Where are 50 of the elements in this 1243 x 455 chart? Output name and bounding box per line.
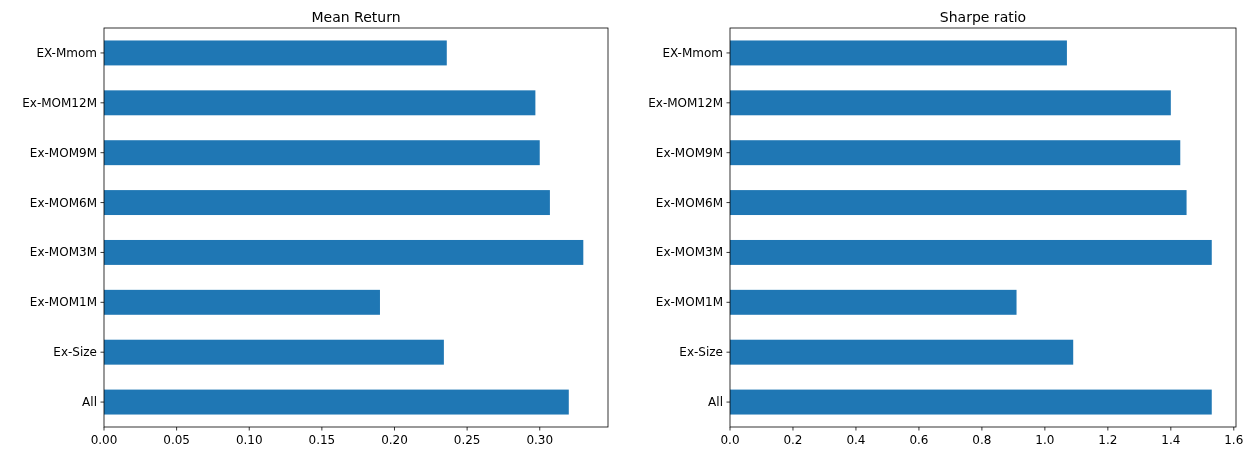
bar (104, 339, 444, 365)
bar (104, 40, 447, 66)
y-tick-label: Ex-MOM12M (648, 95, 723, 110)
x-tick-label: 0.6 (909, 433, 929, 447)
x-tick-label: 1.6 (1224, 433, 1243, 447)
y-tick-label: Ex-Size (679, 345, 723, 360)
y-tick-label: Ex-MOM12M (22, 95, 97, 110)
chart-title: Mean Return (311, 9, 401, 25)
bar (104, 90, 536, 116)
bar (104, 190, 550, 216)
bar (730, 140, 1181, 166)
bar (104, 289, 380, 315)
x-tick-label: 0.4 (846, 433, 866, 447)
x-tick-label: 0.8 (972, 433, 992, 447)
x-tick-label: 0.10 (235, 433, 263, 447)
x-tick-label: 0.15 (308, 433, 336, 447)
y-tick-label: Ex-MOM1M (655, 295, 723, 310)
x-tick-label: 0.20 (381, 433, 408, 447)
x-tick-label: 0.00 (90, 433, 118, 447)
chart-title: Sharpe ratio (939, 9, 1027, 25)
x-tick-label: 0.0 (720, 433, 740, 447)
x-tick-label: 1.4 (1161, 433, 1181, 447)
x-tick-label: 0.25 (453, 433, 481, 447)
y-tick-label: Ex-MOM6M (29, 195, 97, 210)
bar (730, 239, 1212, 265)
bar (104, 140, 540, 166)
bar (104, 389, 569, 415)
y-tick-label: All (82, 395, 97, 410)
x-tick-label: 0.30 (526, 433, 554, 447)
bar (730, 389, 1212, 415)
bar (730, 190, 1187, 216)
x-tick-label: 1.2 (1098, 433, 1118, 447)
y-tick-label: Ex-MOM9M (655, 145, 723, 160)
y-tick-label: Ex-MOM6M (655, 195, 723, 210)
y-tick-label: EX-Mmom (36, 45, 97, 60)
y-tick-label: All (708, 395, 723, 410)
y-tick-label: Ex-MOM3M (655, 245, 723, 260)
y-tick-label: Ex-MOM9M (29, 145, 97, 160)
x-tick-label: 0.2 (783, 433, 803, 447)
x-tick-label: 0.05 (163, 433, 190, 447)
bar (730, 339, 1074, 365)
y-tick-label: Ex-Size (53, 345, 97, 360)
bar (730, 90, 1171, 116)
x-tick-label: 1.0 (1035, 433, 1055, 447)
bar (730, 40, 1067, 66)
bar (104, 239, 584, 265)
y-tick-label: EX-Mmom (662, 45, 723, 60)
y-tick-label: Ex-MOM1M (29, 295, 97, 310)
y-tick-label: Ex-MOM3M (29, 245, 97, 260)
bar (730, 289, 1017, 315)
